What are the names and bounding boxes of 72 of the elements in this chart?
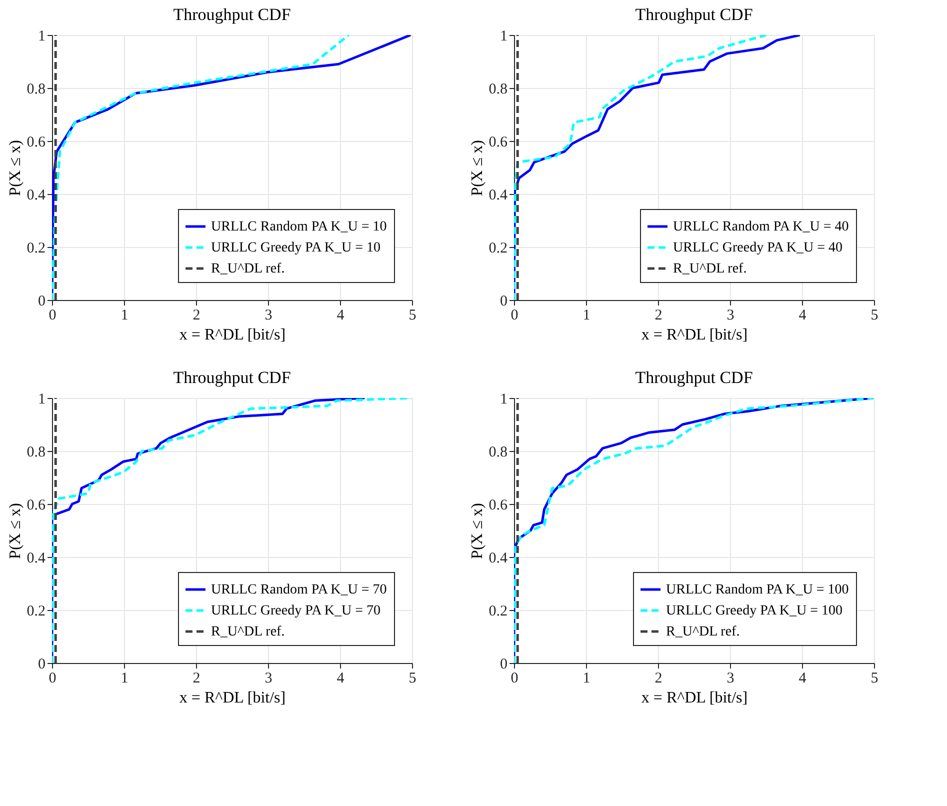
legend-label: URLLC Greedy PA K_U = 100: [666, 604, 843, 618]
y-tick-label: 0.2: [488, 240, 508, 256]
legend-label: URLLC Random PA K_U = 70: [211, 582, 387, 598]
y-tick-label: 0.8: [26, 444, 46, 460]
x-tick-label: 5: [408, 308, 416, 324]
legend-label: URLLC Random PA K_U = 40: [673, 220, 849, 234]
y-tick-label: 0.2: [26, 604, 46, 620]
legend-label: URLLC Random PA K_U = 10: [211, 220, 387, 234]
y-tick-label: 1: [38, 392, 46, 408]
y-tick-label: 0.4: [26, 550, 46, 566]
y-axis-title: P(X ≤ x): [6, 140, 24, 196]
y-tick-label: 1: [38, 28, 46, 44]
x-tick-label: 5: [870, 670, 878, 686]
x-tick-label: 2: [192, 670, 200, 686]
legend-label: R_U^DL ref.: [211, 624, 285, 640]
legend-label: R_U^DL ref.: [211, 262, 285, 276]
x-tick-label: 2: [192, 308, 200, 324]
y-tick-label: 0: [38, 294, 46, 310]
y-tick-label: 0.6: [488, 498, 508, 514]
y-tick-label: 1: [500, 28, 508, 44]
x-tick-label: 1: [582, 670, 590, 686]
x-tick-label: 3: [264, 308, 272, 324]
y-tick-label: 0.8: [26, 82, 46, 98]
y-tick-label: 0: [38, 656, 46, 672]
legend-label: URLLC Greedy PA K_U = 10: [211, 240, 381, 256]
y-axis-title: P(X ≤ x): [6, 503, 24, 559]
y-tick-label: 0.6: [26, 134, 46, 150]
chart-title: Throughput CDF: [635, 5, 753, 24]
x-tick-label: 4: [336, 670, 345, 686]
y-tick-label: 0.6: [26, 498, 46, 514]
y-tick-label: 0: [500, 656, 508, 672]
x-axis-title: x = R^DL [bit/s]: [641, 326, 748, 344]
y-tick-label: 0.8: [488, 82, 508, 98]
legend-label: R_U^DL ref.: [673, 262, 747, 276]
x-tick-label: 3: [726, 308, 734, 324]
y-tick-label: 1: [500, 392, 508, 408]
y-tick-label: 0.6: [488, 134, 508, 150]
x-tick-label: 0: [510, 308, 518, 324]
x-tick-label: 1: [582, 308, 590, 324]
x-tick-label: 5: [408, 670, 416, 686]
y-tick-label: 0.4: [488, 550, 508, 566]
y-tick-label: 0: [500, 294, 508, 310]
y-tick-label: 0.8: [488, 444, 508, 460]
x-tick-label: 3: [264, 670, 272, 686]
y-tick-label: 0.4: [26, 188, 46, 204]
x-tick-label: 2: [654, 308, 662, 324]
y-axis-title: P(X ≤ x): [468, 503, 486, 559]
y-tick-label: 0.2: [26, 240, 46, 256]
x-tick-label: 0: [48, 670, 56, 686]
legend-label: URLLC Random PA K_U = 100: [666, 582, 849, 598]
x-tick-label: 1: [120, 308, 128, 324]
y-tick-label: 0.2: [488, 604, 508, 620]
y-axis-title: P(X ≤ x): [468, 140, 486, 196]
chart-title: Throughput CDF: [173, 368, 291, 387]
x-tick-label: 0: [510, 670, 518, 686]
legend-label: R_U^DL ref.: [666, 624, 740, 640]
x-axis-title: x = R^DL [bit/s]: [179, 326, 286, 344]
x-axis-title: x = R^DL [bit/s]: [641, 690, 748, 706]
x-tick-label: 2: [654, 670, 662, 686]
y-tick-label: 0.4: [488, 188, 508, 204]
x-tick-label: 4: [336, 308, 345, 324]
x-tick-label: 4: [798, 670, 807, 686]
chart-title: Throughput CDF: [635, 368, 753, 387]
x-tick-label: 5: [870, 308, 878, 324]
x-axis-title: x = R^DL [bit/s]: [179, 690, 286, 706]
chart-title: Throughput CDF: [173, 5, 291, 24]
legend-label: URLLC Greedy PA K_U = 40: [673, 240, 843, 256]
x-tick-label: 3: [726, 670, 734, 686]
x-tick-label: 4: [798, 308, 807, 324]
x-tick-label: 1: [120, 670, 128, 686]
legend-label: URLLC Greedy PA K_U = 70: [211, 604, 381, 618]
x-tick-label: 0: [48, 308, 56, 324]
